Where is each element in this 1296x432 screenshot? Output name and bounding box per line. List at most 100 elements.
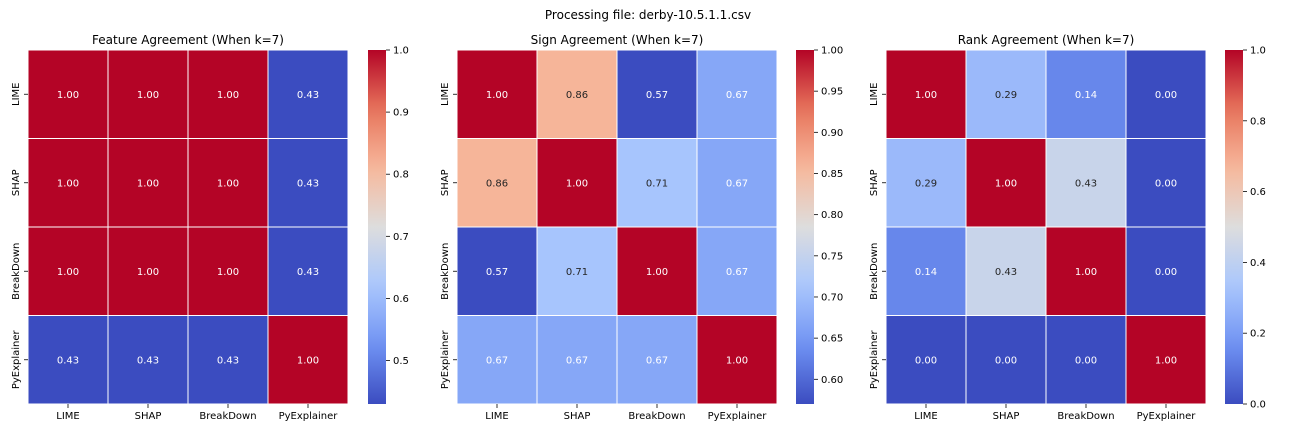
x-tick-label: PyExplainer [279, 411, 339, 422]
colorbar [1225, 50, 1243, 404]
heatmap-cell-LIME-BreakDown [616, 49, 698, 139]
heatmap-cell-PyExplainer-BreakDown [1045, 315, 1127, 405]
heatmap-cell-PyExplainer-SHAP [965, 315, 1047, 405]
cell-value-label: 1.00 [646, 267, 668, 278]
colorbar-tick-label: 0.0 [1250, 400, 1266, 411]
heatmap-cell-SHAP-PyExplainer [696, 138, 778, 228]
heatmap-panel-2: Sign Agreement (When k=7) 1.00 0.86 0.57 0.6… [440, 33, 843, 422]
cell-value-label: 0.67 [486, 355, 508, 366]
y-tick-label: BreakDown [869, 243, 880, 300]
heatmap-cell-LIME-BreakDown [1045, 49, 1127, 139]
y-tick-label: LIME [869, 83, 880, 106]
colorbar-tick-label: 1.00 [821, 46, 843, 57]
cell-value-label: 0.86 [566, 90, 588, 101]
y-tick-label: SHAP [11, 169, 22, 196]
heatmap-panel-1: Feature Agreement (When k=7) 1.00 1.00 1.00… [11, 33, 409, 422]
cell-value-label: 1.00 [486, 90, 508, 101]
cell-value-label: 0.71 [566, 267, 588, 278]
cell-value-label: 0.00 [1155, 90, 1177, 101]
cell-value-label: 1.00 [57, 90, 79, 101]
cell-value-label: 1.00 [566, 178, 588, 189]
cell-value-label: 0.67 [646, 355, 668, 366]
colorbar-tick-label: 0.4 [1250, 258, 1266, 269]
heatmap-cell-SHAP-BreakDown [616, 138, 698, 228]
colorbar-tick-label: 1.0 [1250, 46, 1266, 57]
heatmap-cell-LIME-LIME [27, 49, 109, 139]
colorbar-tick-label: 0.8 [393, 170, 409, 181]
heatmap-cell-BreakDown-LIME [456, 226, 538, 316]
x-tick-label: BreakDown [1057, 411, 1114, 422]
heatmap-cell-SHAP-BreakDown [1045, 138, 1127, 228]
heatmap-cell-BreakDown-SHAP [965, 226, 1047, 316]
heatmap-cell-PyExplainer-LIME [27, 315, 109, 405]
colorbar-tick-label: 0.6 [1250, 187, 1266, 198]
cell-value-label: 0.71 [646, 178, 668, 189]
heatmap-cell-PyExplainer-PyExplainer [267, 315, 349, 405]
y-tick-label: LIME [11, 83, 22, 106]
cell-value-label: 1.00 [137, 178, 159, 189]
colorbar-tick-label: 0.95 [821, 87, 843, 98]
colorbar [368, 50, 386, 404]
cell-value-label: 1.00 [217, 90, 239, 101]
cell-value-label: 0.43 [297, 90, 319, 101]
cell-value-label: 0.43 [1075, 178, 1097, 189]
heatmap-cell-SHAP-SHAP [965, 138, 1047, 228]
y-tick-label: PyExplainer [11, 329, 22, 389]
cell-value-label: 0.86 [486, 178, 508, 189]
heatmap-cell-SHAP-LIME [885, 138, 967, 228]
cell-value-label: 0.43 [297, 267, 319, 278]
cell-value-label: 0.00 [1075, 355, 1097, 366]
heatmap-cell-SHAP-PyExplainer [1125, 138, 1207, 228]
x-tick-label: SHAP [993, 411, 1020, 422]
heatmap-cell-SHAP-PyExplainer [267, 138, 349, 228]
y-tick-label: PyExplainer [869, 329, 880, 389]
cell-value-label: 1.00 [137, 90, 159, 101]
heatmap-cell-BreakDown-PyExplainer [267, 226, 349, 316]
colorbar-tick-label: 0.70 [821, 292, 843, 303]
heatmap-cell-LIME-BreakDown [187, 49, 269, 139]
heatmap-cell-BreakDown-LIME [885, 226, 967, 316]
cell-value-label: 0.43 [137, 355, 159, 366]
cell-value-label: 0.00 [1155, 178, 1177, 189]
heatmap-cell-BreakDown-PyExplainer [1125, 226, 1207, 316]
x-tick-label: BreakDown [628, 411, 685, 422]
cell-value-label: 1.00 [1075, 267, 1097, 278]
colorbar-tick-label: 0.7 [393, 232, 409, 243]
cell-value-label: 1.00 [297, 355, 319, 366]
y-tick-label: SHAP [440, 169, 451, 196]
heatmap-cell-SHAP-SHAP [536, 138, 618, 228]
heatmap-cell-BreakDown-PyExplainer [696, 226, 778, 316]
colorbar-tick-label: 0.75 [821, 251, 843, 262]
heatmap-cell-LIME-SHAP [107, 49, 189, 139]
cell-value-label: 0.00 [995, 355, 1017, 366]
x-tick-label: PyExplainer [708, 411, 768, 422]
cell-value-label: 0.67 [726, 90, 748, 101]
heatmap-title: Rank Agreement (When k=7) [958, 33, 1135, 47]
y-tick-label: SHAP [869, 169, 880, 196]
heatmap-title: Feature Agreement (When k=7) [92, 33, 284, 47]
cell-value-label: 1.00 [217, 267, 239, 278]
cell-value-label: 0.57 [486, 267, 508, 278]
y-tick-label: BreakDown [11, 243, 22, 300]
cell-value-label: 1.00 [995, 178, 1017, 189]
cell-value-label: 1.00 [137, 267, 159, 278]
colorbar-tick-label: 0.2 [1250, 329, 1266, 340]
heatmap-cell-LIME-PyExplainer [1125, 49, 1207, 139]
cell-value-label: 0.00 [915, 355, 937, 366]
heatmap-cell-SHAP-LIME [456, 138, 538, 228]
heatmap-cell-LIME-PyExplainer [267, 49, 349, 139]
x-tick-label: SHAP [135, 411, 162, 422]
x-tick-label: BreakDown [199, 411, 256, 422]
cell-value-label: 1.00 [726, 355, 748, 366]
x-tick-label: LIME [914, 411, 937, 422]
heatmap-cell-PyExplainer-BreakDown [616, 315, 698, 405]
colorbar-tick-label: 0.8 [1250, 116, 1266, 127]
colorbar-tick-label: 0.85 [821, 169, 843, 180]
colorbar-tick-label: 0.90 [821, 128, 843, 139]
heatmap-cell-BreakDown-BreakDown [616, 226, 698, 316]
colorbar-tick-label: 0.9 [393, 108, 409, 119]
x-tick-label: SHAP [564, 411, 591, 422]
cell-value-label: 0.43 [297, 178, 319, 189]
heatmap-cell-BreakDown-SHAP [107, 226, 189, 316]
